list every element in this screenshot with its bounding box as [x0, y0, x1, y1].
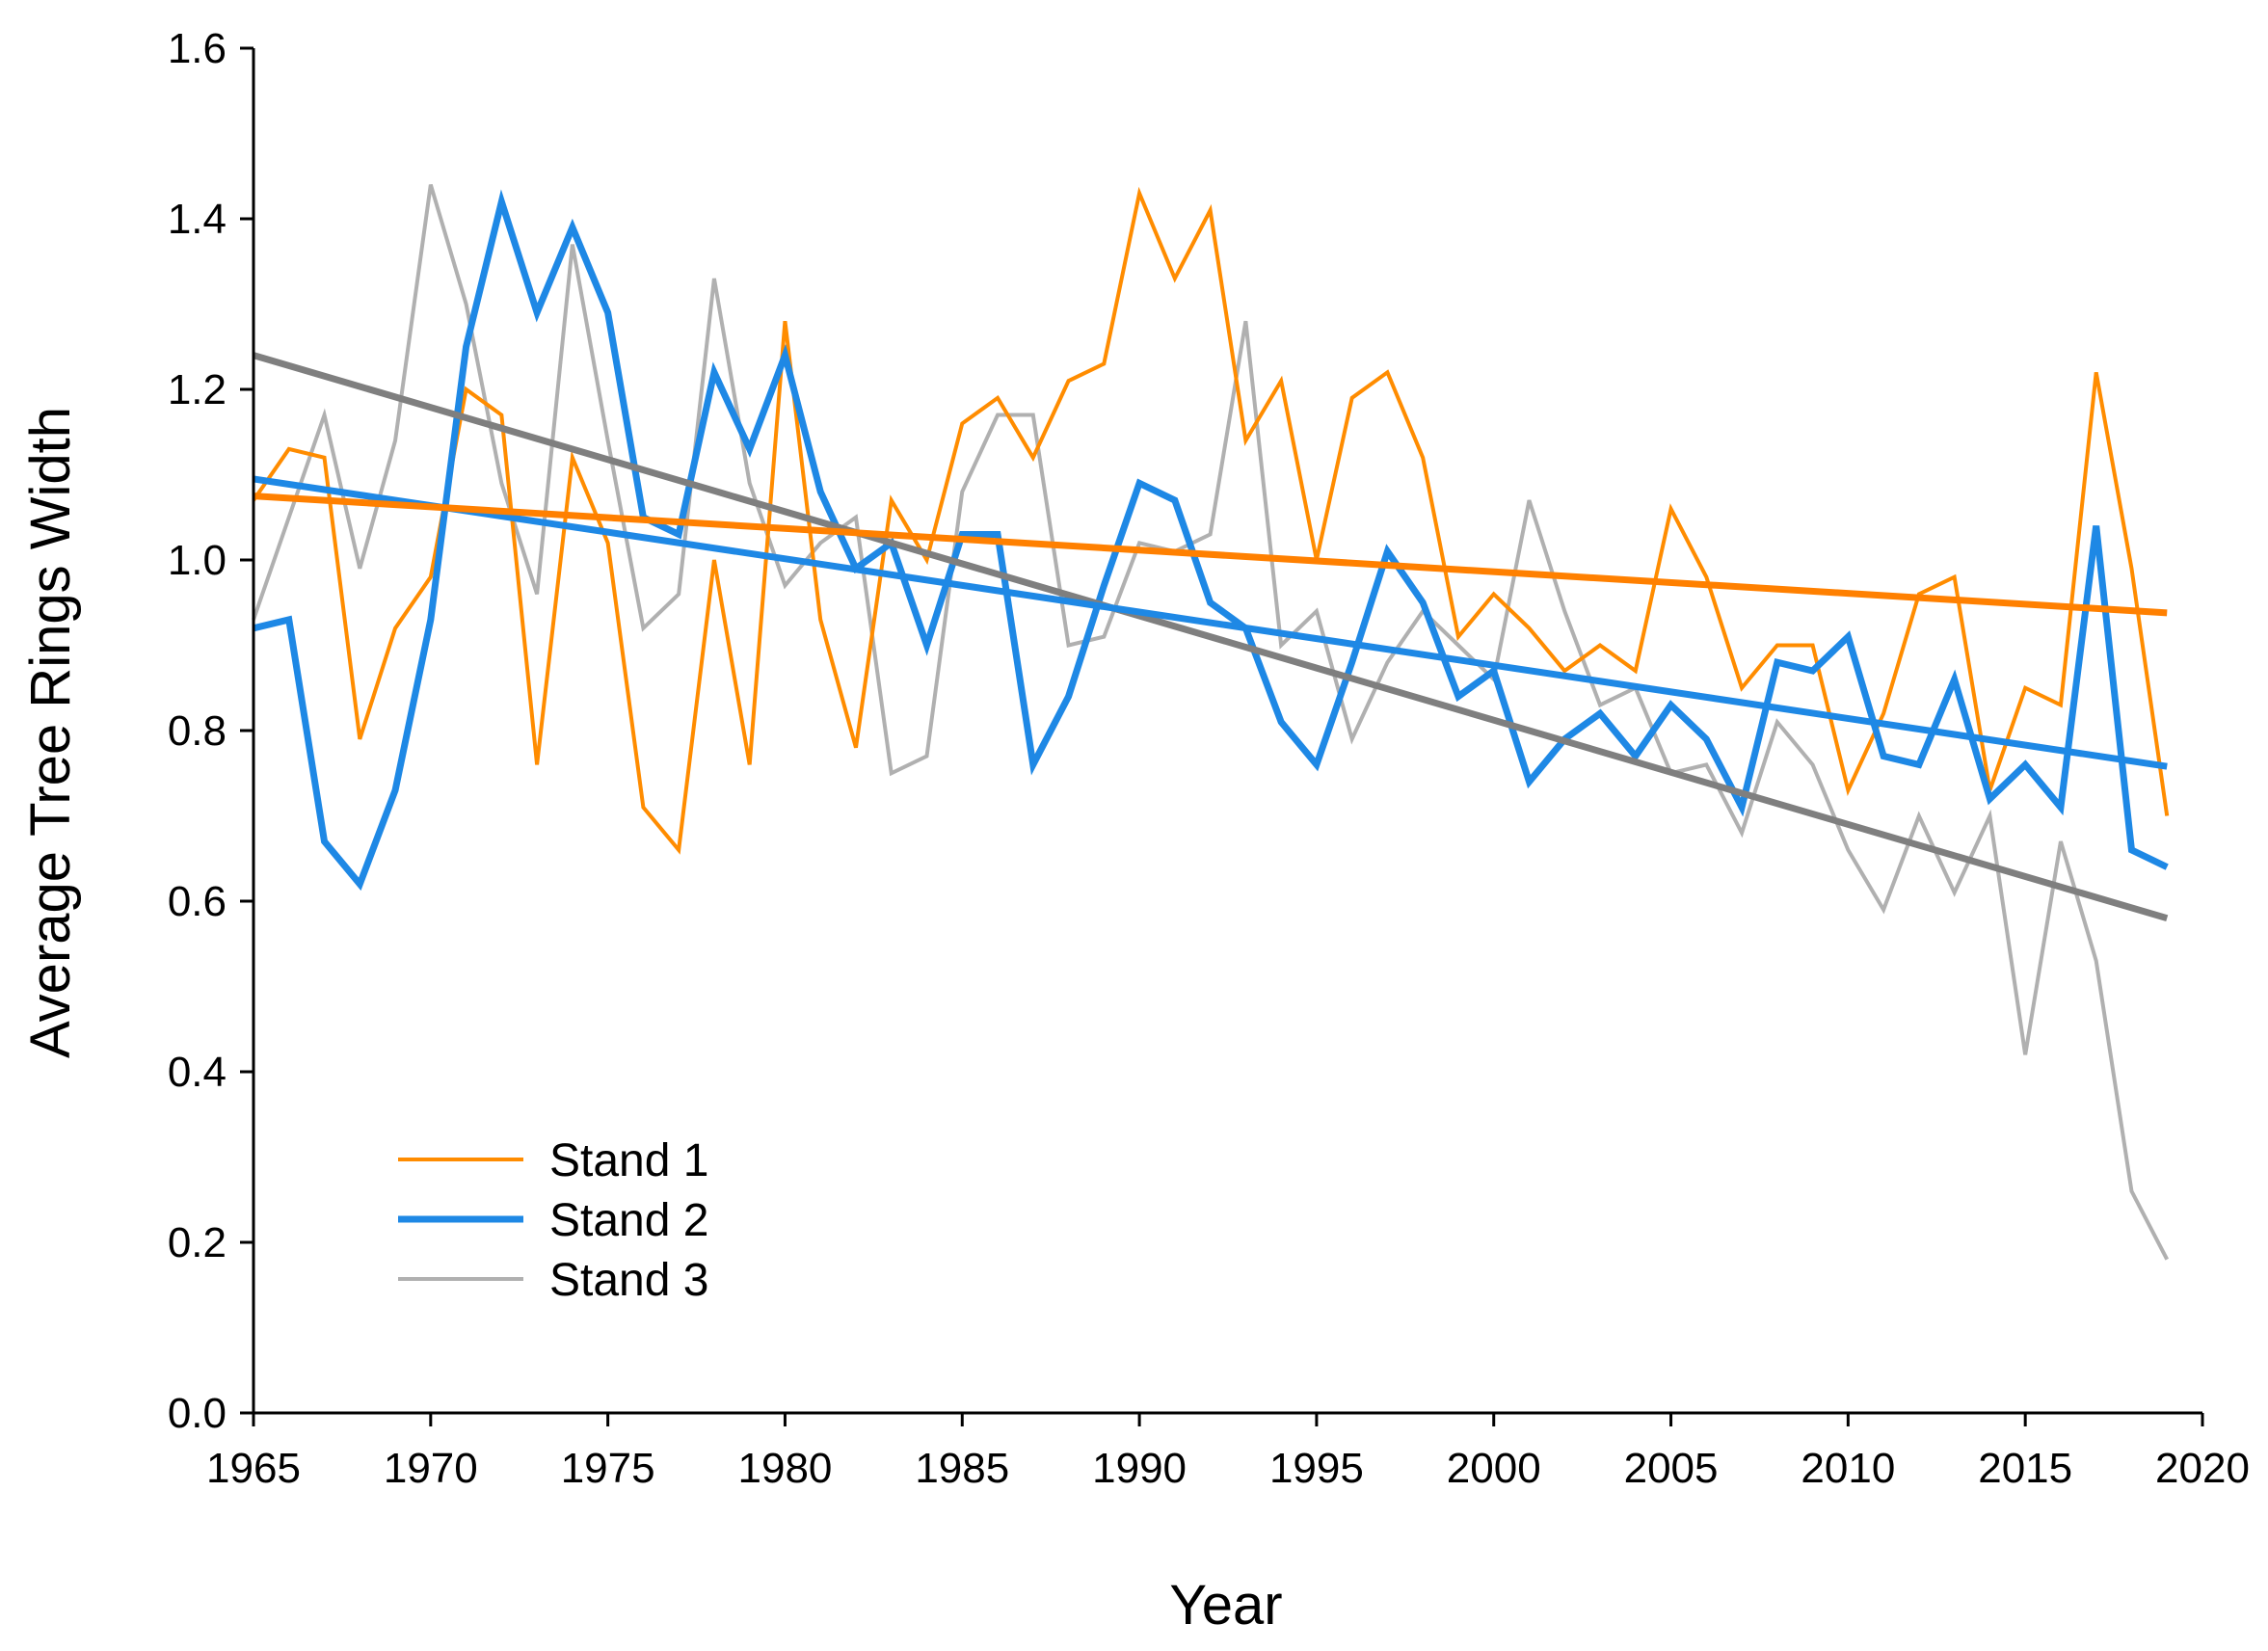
x-tick-label: 2020 — [2155, 1445, 2250, 1492]
trend-line-stand-3 — [253, 352, 2169, 922]
x-tick-label: 1990 — [1092, 1445, 1187, 1492]
legend-label: Stand 2 — [549, 1195, 708, 1246]
plot-lines — [252, 184, 2170, 1261]
y-tick-label: 1.4 — [168, 196, 227, 243]
x-axis-title: Year — [1169, 1574, 1282, 1637]
x-tick-label: 2015 — [1978, 1445, 2072, 1492]
y-axis-title: Average Tree Rings Width — [19, 407, 82, 1058]
legend-label: Stand 1 — [549, 1135, 708, 1186]
y-ticks: 0.0 0.2 0.4 0.6 0.8 1.0 1.2 1.4 1.6 — [168, 25, 253, 1437]
x-tick-label: 1965 — [206, 1445, 301, 1492]
x-tick-label: 1985 — [915, 1445, 1009, 1492]
x-tick-label: 1970 — [384, 1445, 478, 1492]
legend-label: Stand 3 — [549, 1255, 708, 1306]
y-tick-label: 1.0 — [168, 537, 227, 584]
y-tick-label: 0.2 — [168, 1219, 227, 1266]
series-line-stand-1 — [252, 186, 2170, 855]
x-tick-label: 1975 — [561, 1445, 655, 1492]
y-tick-label: 0.4 — [168, 1049, 227, 1096]
y-tick-label: 1.6 — [168, 25, 227, 72]
y-tick-label: 0.6 — [168, 878, 227, 925]
x-tick-label: 1980 — [738, 1445, 833, 1492]
series-line-stand-2 — [253, 189, 2169, 892]
x-tick-label: 2000 — [1447, 1445, 1541, 1492]
trend-lines — [253, 352, 2169, 922]
y-tick-label: 0.8 — [168, 707, 227, 755]
legend: Stand 1 Stand 2 Stand 3 — [398, 1135, 708, 1306]
trend-line-stand-2 — [253, 475, 2168, 770]
y-tick-label: 1.2 — [168, 366, 227, 413]
x-tick-label: 2005 — [1624, 1445, 1719, 1492]
x-tick-label: 1995 — [1269, 1445, 1364, 1492]
x-tick-label: 2010 — [1801, 1445, 1895, 1492]
series-line-stand-3 — [252, 184, 2170, 1261]
trend-line-stand-1 — [253, 493, 2168, 617]
y-tick-label: 0.0 — [168, 1390, 227, 1437]
x-ticks: 1965 1970 1975 1980 1985 1990 1995 2000 2005 2010… — [206, 1413, 2250, 1492]
